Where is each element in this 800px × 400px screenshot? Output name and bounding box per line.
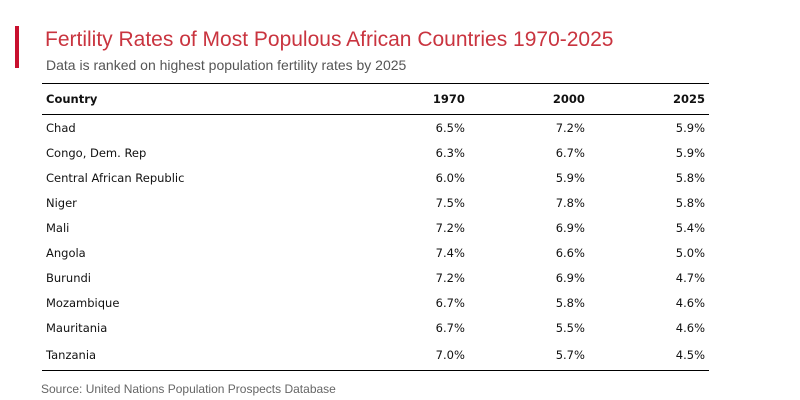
value-2025-cell: 5.9% [675, 120, 705, 135]
country-cell: Angola [46, 245, 86, 260]
value-1970-cell: 7.0% [435, 348, 465, 362]
value-2000-cell: 5.7% [555, 348, 585, 362]
country-cell: Central African Republic [46, 170, 185, 185]
value-2000-cell: 6.6% [555, 245, 585, 260]
header-1970: 1970 [348, 84, 469, 115]
value-1970-cell: 6.5% [435, 120, 465, 135]
table-row: Mali 7.2% 6.9% 5.4% [42, 215, 709, 240]
source-note: Source: United Nations Population Prospe… [41, 382, 336, 396]
table-row: Niger 7.5% 7.8% 5.8% [42, 190, 709, 215]
table-row: Tanzania 7.0% 5.7% 4.5% [42, 340, 709, 370]
table-row: Chad 6.5% 7.2% 5.9% [42, 115, 709, 141]
value-2025-cell: 4.5% [675, 348, 705, 362]
value-1970-cell: 7.4% [435, 245, 465, 260]
value-2025-cell: 4.7% [675, 270, 705, 285]
country-cell: Mauritania [46, 320, 108, 335]
value-2000-cell: 6.9% [555, 220, 585, 235]
table-row: Mauritania 6.7% 5.5% 4.6% [42, 315, 709, 340]
title-accent-bar [15, 26, 19, 68]
country-cell: Burundi [46, 270, 91, 285]
header-country: Country [42, 84, 349, 115]
table-row: Burundi 7.2% 6.9% 4.7% [42, 265, 709, 290]
value-1970-cell: 6.7% [435, 320, 465, 335]
table-row: Central African Republic 6.0% 5.9% 5.8% [42, 165, 709, 190]
value-2000-cell: 6.9% [555, 270, 585, 285]
value-2000-cell: 7.2% [555, 120, 585, 135]
country-cell: Tanzania [46, 348, 97, 362]
value-2000-cell: 6.7% [555, 145, 585, 160]
country-cell: Niger [46, 195, 77, 210]
table-body: Chad 6.5% 7.2% 5.9% Congo, Dem. Rep 6.3% 6.7% 5… [42, 115, 709, 371]
value-2000-cell: 5.5% [555, 320, 585, 335]
value-1970-cell: 6.0% [435, 170, 465, 185]
country-cell: Mali [46, 220, 70, 235]
value-1970-cell: 7.5% [435, 195, 465, 210]
value-1970-cell: 6.7% [435, 295, 465, 310]
table-row: Angola 7.4% 6.6% 5.0% [42, 240, 709, 265]
value-2000-cell: 5.9% [555, 170, 585, 185]
value-2025-cell: 5.0% [675, 245, 705, 260]
chart-subtitle: Data is ranked on highest population fer… [46, 57, 407, 73]
header-2025: 2025 [588, 84, 709, 115]
value-2025-cell: 5.8% [675, 170, 705, 185]
value-2025-cell: 5.4% [675, 220, 705, 235]
value-2000-cell: 7.8% [555, 195, 585, 210]
chart-title: Fertility Rates of Most Populous African… [45, 28, 614, 51]
value-2000-cell: 5.8% [555, 295, 585, 310]
country-cell: Chad [46, 120, 76, 135]
value-1970-cell: 7.2% [435, 220, 465, 235]
header-2000: 2000 [468, 84, 589, 115]
country-cell: Congo, Dem. Rep [46, 145, 147, 160]
value-1970-cell: 6.3% [435, 145, 465, 160]
data-table-container: Country 1970 2000 2025 Chad 6.5% 7.2% 5.9% C… [42, 83, 709, 371]
value-2025-cell: 4.6% [675, 320, 705, 335]
country-cell: Mozambique [46, 295, 120, 310]
value-2025-cell: 5.9% [675, 145, 705, 160]
value-2025-cell: 5.8% [675, 195, 705, 210]
value-2025-cell: 4.6% [675, 295, 705, 310]
value-1970-cell: 7.2% [435, 270, 465, 285]
table-row: Mozambique 6.7% 5.8% 4.6% [42, 290, 709, 315]
table-header-row: Country 1970 2000 2025 [42, 84, 709, 115]
fertility-table: Country 1970 2000 2025 Chad 6.5% 7.2% 5.9% C… [42, 84, 709, 370]
table-row: Congo, Dem. Rep 6.3% 6.7% 5.9% [42, 140, 709, 165]
